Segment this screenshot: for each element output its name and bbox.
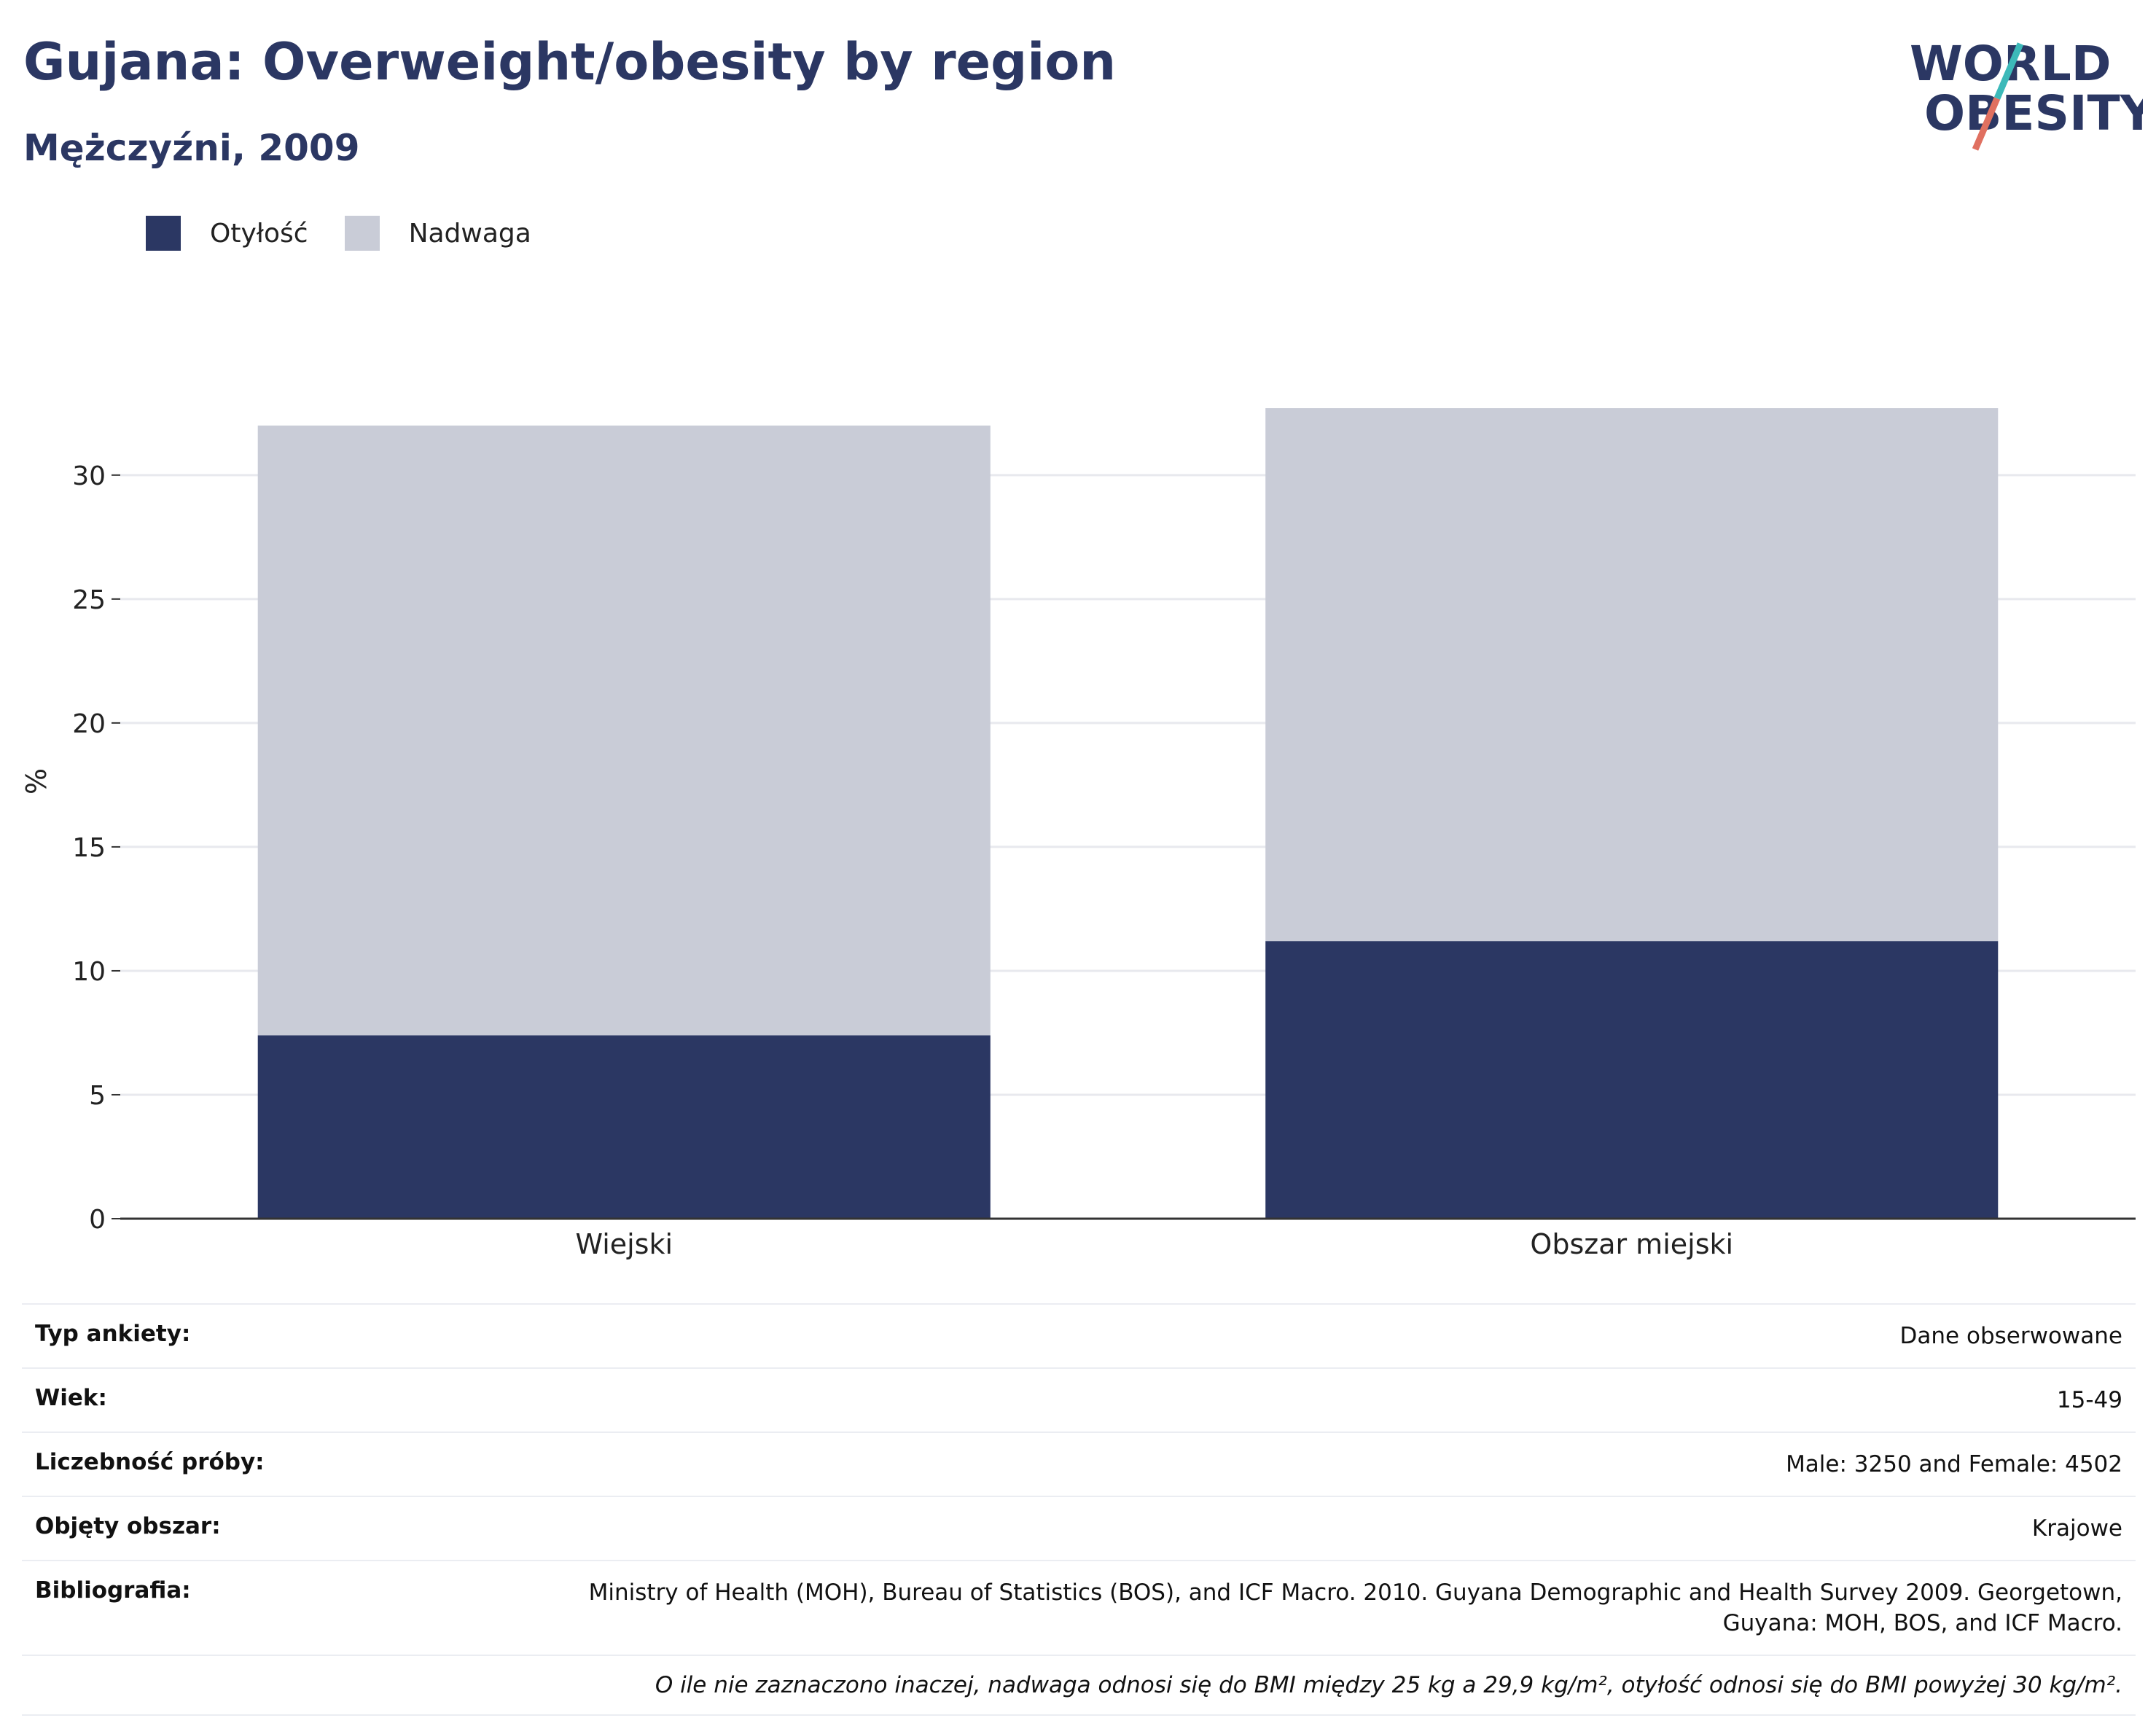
logo-line2: OBESITY: [1924, 85, 2143, 141]
bar-segment-obesity: [257, 1035, 991, 1219]
legend-swatch-obesity: [146, 216, 181, 251]
meta-row-age: Wiek: 15-49: [22, 1367, 2136, 1432]
meta-value: Dane obserwowane: [1899, 1323, 2122, 1349]
y-tick-label: 20: [72, 709, 106, 739]
world-obesity-logo: WORLD OBESITY: [1910, 36, 2143, 151]
meta-key: Wiek:: [35, 1385, 107, 1411]
x-tick-label: Obszar miejski: [1530, 1228, 1733, 1260]
meta-row-survey-type: Typ ankiety: Dane obserwowane: [22, 1303, 2136, 1367]
y-tick-label: 5: [89, 1081, 106, 1111]
meta-value: Ministry of Health (MOH), Bureau of Stat…: [588, 1579, 2122, 1636]
legend-item-obesity[interactable]: Otyłość: [146, 216, 308, 251]
y-tick-label: 10: [72, 957, 106, 987]
meta-key: Bibliografia:: [35, 1577, 191, 1604]
meta-key: Typ ankiety:: [35, 1321, 191, 1347]
y-tick-label: 0: [89, 1205, 106, 1235]
definition-note: O ile nie zaznaczono inaczej, nadwaga od…: [22, 1655, 2136, 1716]
bar-segment-overweight: [1265, 408, 1999, 942]
legend-swatch-overweight: [344, 216, 380, 251]
y-axis-title: %: [20, 768, 52, 794]
survey-metadata: Typ ankiety: Dane obserwowane Wiek: 15-4…: [22, 1303, 2136, 1716]
meta-row-sample-size: Liczebność próby: Male: 3250 and Female:…: [22, 1432, 2136, 1496]
meta-key: Objęty obszar:: [35, 1513, 221, 1539]
y-tick-label: 30: [72, 461, 106, 491]
meta-value: Male: 3250 and Female: 4502: [1786, 1451, 2122, 1477]
logo-slash-red: [1972, 97, 2001, 151]
legend-item-overweight[interactable]: Nadwaga: [344, 216, 531, 251]
meta-row-coverage: Objęty obszar: Krajowe: [22, 1496, 2136, 1560]
meta-key: Liczebność próby:: [35, 1449, 265, 1475]
bar-segment-obesity: [1265, 941, 1999, 1219]
meta-value: Krajowe: [2031, 1515, 2122, 1542]
chart-legend: Otyłość Nadwaga: [146, 216, 568, 251]
x-tick-label: Wiejski: [575, 1228, 673, 1260]
page-title: Gujana: Overweight/obesity by region: [23, 32, 1117, 92]
page-subtitle: Mężczyźni, 2009: [23, 127, 360, 169]
y-tick-label: 25: [72, 585, 106, 615]
meta-row-bibliography: Bibliografia: Ministry of Health (MOH), …: [22, 1560, 2136, 1655]
bar-chart: 0 5 10 15 20 25 30 Wiejski Obszar miejski: [72, 408, 2136, 1260]
logo-slash-teal: [1993, 42, 2024, 100]
meta-value: 15-49: [2056, 1387, 2122, 1413]
legend-label-overweight: Nadwaga: [408, 218, 531, 249]
y-tick-label: 15: [72, 833, 106, 863]
bar-segment-overweight: [257, 425, 991, 1036]
legend-label-obesity: Otyłość: [210, 218, 308, 249]
